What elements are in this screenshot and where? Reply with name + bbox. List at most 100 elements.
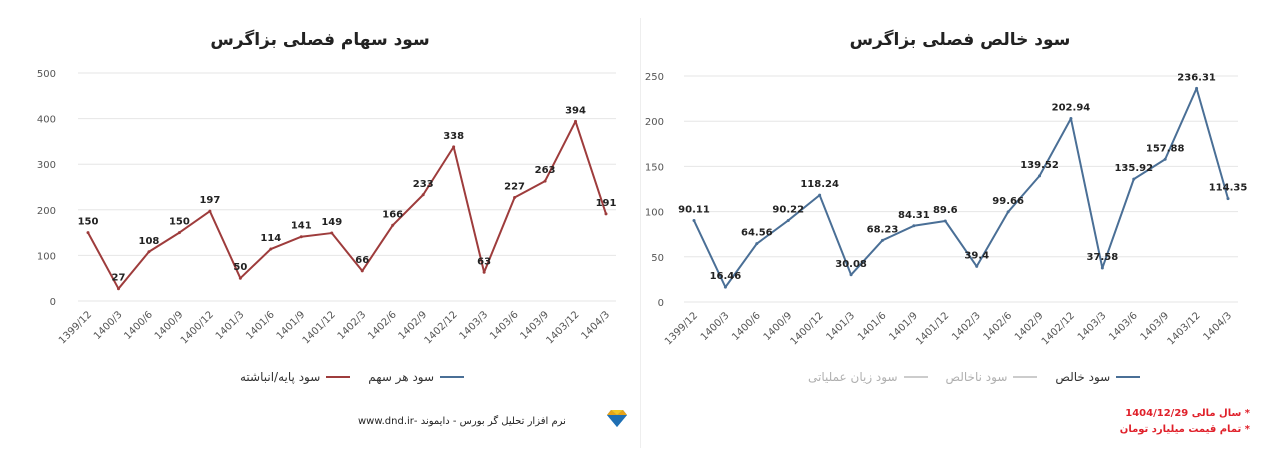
data-point [452,145,456,149]
data-point [975,264,979,268]
x-tick-label: 1400/6 [730,310,763,343]
legend-label: سود پایه/انباشته [240,370,321,384]
diamond-logo-icon [607,410,627,427]
data-point [299,235,303,239]
data-label: 114.35 [1209,183,1248,194]
data-label: 191 [596,198,617,209]
legend-label: سود هر سهم [368,370,435,384]
data-point [880,238,884,242]
data-label: 114 [260,233,281,244]
data-point [391,223,395,227]
data-label: 68.23 [867,224,899,235]
legend-label: سود زیان عملیاتی [808,370,898,384]
data-label: 394 [565,105,586,116]
data-point [912,224,916,228]
data-point [755,242,759,246]
y-tick-label: 150 [645,162,664,173]
data-point [818,193,822,197]
data-label: 139.52 [1020,160,1059,171]
data-point [238,276,242,280]
data-label: 157.88 [1146,143,1185,154]
x-tick-label: 1401/3 [214,309,247,342]
data-point [421,193,425,197]
legend-swatch [326,376,351,378]
data-point [723,285,727,289]
x-tick-label: 1404/3 [1201,310,1234,343]
data-label: 227 [504,181,525,192]
x-tick-label: 1403/6 [1107,310,1140,343]
data-point [482,270,486,274]
series-line [693,87,1229,289]
legend-item-gross-profit[interactable]: سود ناخالص [946,370,1038,384]
data-label: 16.46 [710,271,742,282]
data-label: 66 [355,255,369,266]
legend-item-basic-eps[interactable]: سود پایه/انباشته [240,370,351,384]
data-point [360,269,364,273]
note-currency: * تمام قیمت میلیارد تومان [1119,424,1250,435]
right-chart-svg: 0501001502002501399/121400/31400/61400/9… [645,72,1248,347]
data-label: 149 [321,217,342,228]
data-label: 64.56 [741,228,773,239]
data-point [604,212,608,216]
x-tick-label: 1402/12 [1040,310,1077,347]
x-tick-label: 1399/12 [663,310,700,347]
legend-item-net-profit[interactable]: سود خالص [1055,370,1141,384]
data-point [1132,177,1136,181]
x-tick-label: 1402/6 [366,309,399,342]
data-point [1195,86,1199,90]
data-point [943,219,947,223]
legend-swatch [903,376,928,378]
y-tick-label: 100 [645,208,664,219]
x-tick-label: 1401/6 [856,310,889,343]
data-point [86,231,90,235]
data-point [1100,266,1104,270]
legend-label: سود خالص [1055,370,1111,384]
y-tick-label: 300 [37,160,56,171]
y-tick-label: 50 [651,253,664,264]
data-label: 202.94 [1052,103,1091,114]
x-tick-label: 1403/12 [544,309,581,346]
x-tick-label: 1402/6 [982,310,1015,343]
x-tick-label: 1404/3 [579,309,612,342]
data-label: 90.11 [678,205,710,216]
data-point [1226,197,1230,201]
legend-item-operating-profit[interactable]: سود زیان عملیاتی [808,370,928,384]
data-label: 30.08 [835,259,867,270]
legend-item-eps[interactable]: سود هر سهم [368,370,465,384]
data-label: 118.24 [800,179,839,190]
x-tick-label: 1402/3 [336,309,369,342]
x-tick-label: 1401/12 [301,309,338,346]
y-tick-label: 100 [37,251,56,262]
legend-swatch [1116,376,1141,378]
x-tick-label: 1400/3 [699,310,732,343]
x-tick-label: 1403/6 [488,309,521,342]
data-label: 108 [139,236,160,247]
x-tick-label: 1400/3 [92,309,125,342]
data-point [786,218,790,222]
x-tick-label: 1401/3 [825,310,858,343]
data-label: 236.31 [1177,72,1216,83]
series-line [87,120,607,290]
data-label: 166 [382,209,403,220]
data-label: 197 [199,195,220,206]
data-point [147,250,151,254]
data-label: 141 [291,221,312,232]
legend-swatch [440,376,465,378]
data-point [1006,210,1010,214]
data-label: 135.92 [1114,163,1153,174]
x-tick-label: 1403/12 [1166,310,1203,347]
legend-swatch [1013,376,1038,378]
data-point [116,287,120,291]
x-tick-label: 1403/3 [458,309,491,342]
x-tick-label: 1402/3 [950,310,983,343]
data-label: 150 [78,217,99,228]
data-label: 39.4 [964,250,989,261]
data-label: 263 [535,165,556,176]
data-label: 27 [112,273,126,284]
data-point [208,209,212,213]
data-label: 99.66 [992,196,1024,207]
data-label: 37.58 [1087,252,1119,263]
data-label: 84.31 [898,210,930,221]
x-tick-label: 1401/12 [914,310,951,347]
